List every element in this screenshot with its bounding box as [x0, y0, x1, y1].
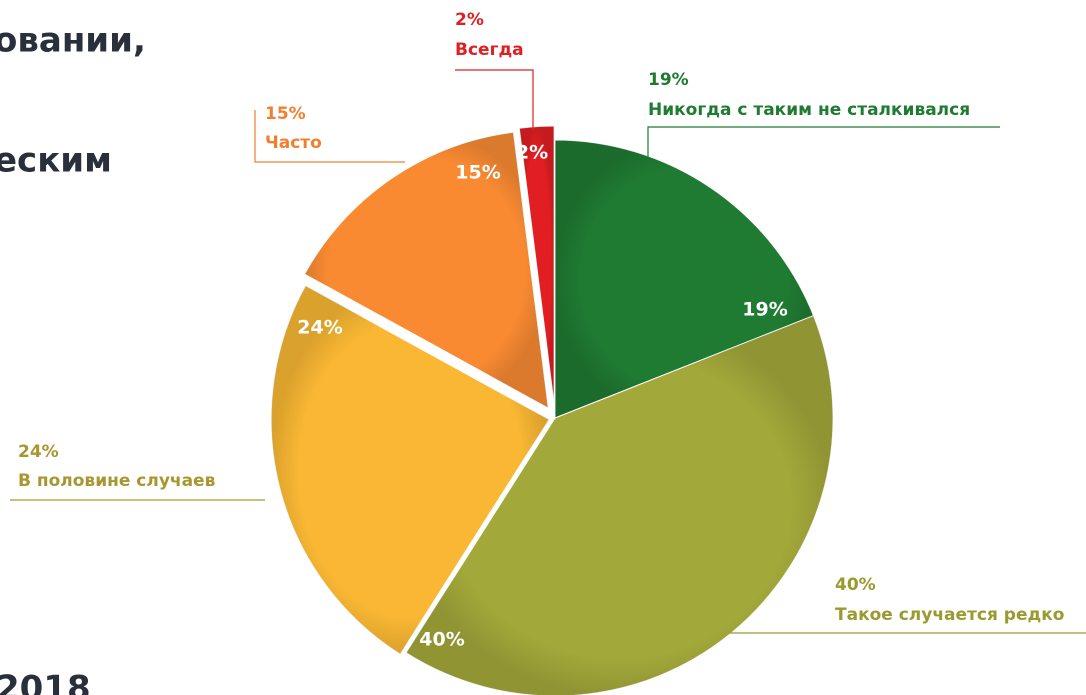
leader-line — [254, 110, 405, 163]
outer-value: 24% — [18, 442, 59, 462]
slice-label: 2% — [516, 142, 548, 164]
slice-label: 40% — [419, 629, 464, 651]
leader-line — [647, 126, 1000, 160]
annotation: 2018 — [0, 669, 91, 695]
slice-label: 15% — [455, 162, 500, 184]
annotation: овании, — [0, 21, 146, 61]
slice-label: 19% — [742, 299, 787, 321]
outer-value: 40% — [835, 575, 876, 595]
slice-label: 24% — [297, 317, 342, 339]
outer-value: 19% — [648, 70, 689, 90]
outer-category: Никогда с таким не сталкивался — [648, 100, 970, 120]
outer-category: Всегда — [455, 40, 524, 60]
leader-line — [455, 69, 534, 130]
outer-value: 2% — [455, 10, 484, 30]
labels: 19% 19% Никогда с таким не сталкивался 40% 4… — [10, 10, 1086, 651]
outer-category: Такое случается редко — [835, 605, 1064, 625]
outer-category: В половине случаев — [18, 471, 216, 491]
annotation: еским — [0, 141, 112, 181]
outer-value: 15% — [265, 104, 306, 124]
outer-category: Часто — [265, 133, 322, 153]
pie — [270, 125, 834, 695]
